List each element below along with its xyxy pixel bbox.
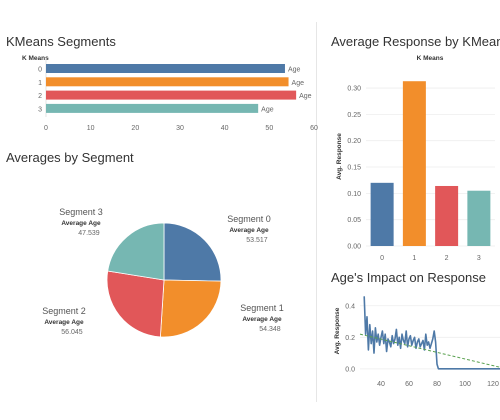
y-tick-label: 0.10 [347,191,361,198]
slice-sub-label: Average Age [61,220,101,227]
y-tick-label: 0.15 [347,165,361,172]
bar [467,190,491,246]
row-label: 1 [38,80,42,87]
x-tick-label: 120 [487,381,499,388]
panel-divider [316,22,317,402]
age-impact-title: Age's Impact on Response [331,270,486,285]
slice-value: 54.348 [259,326,281,333]
x-tick-label: 40 [221,125,229,132]
slice-value: 56.045 [61,329,83,336]
y-axis-title: Avg. Response [336,133,343,180]
averages-by-segment-title: Averages by Segment [6,150,134,165]
slice-name: Segment 3 [59,207,103,217]
kmeans-segments-title: KMeans Segments [6,34,116,49]
bar [46,64,285,73]
column-header: K Means [417,55,444,62]
bar [435,185,459,246]
x-tick-label: 10 [87,125,95,132]
x-tick-label: 0 [44,125,48,132]
x-tick-label: 80 [433,381,441,388]
y-tick-label: 0.30 [347,86,361,93]
x-tick-label: 100 [459,381,471,388]
y-tick-label: 0.2 [345,335,355,342]
y-tick-label: 0.00 [347,244,361,251]
row-header: K Means [22,55,49,62]
row-label: 3 [38,106,42,113]
bar [46,90,297,100]
row-label: 0 [38,67,42,74]
slice-sub-label: Average Age [242,316,282,323]
x-tick-label: 20 [131,125,139,132]
row-label: 2 [38,93,42,100]
bar [402,81,426,246]
pie-slice [107,222,165,281]
slice-sub-label: Average Age [44,319,84,326]
y-tick-label: 0.20 [347,138,361,145]
bar-label: Age [292,80,305,87]
y-tick-label: 0.05 [347,217,361,224]
bar-label: Age [299,93,312,100]
x-tick-label: 3 [477,255,481,262]
pie-slice [159,279,222,338]
slice-name: Segment 2 [42,306,86,316]
avg-response-title: Average Response by KMeans [331,34,500,49]
bar [370,182,394,246]
slice-name: Segment 0 [227,214,271,224]
x-tick-label: 50 [265,125,273,132]
bar-label: Age [261,106,274,113]
x-tick-label: 1 [412,255,416,262]
pie-slice [163,222,222,282]
x-tick-label: 60 [310,125,318,132]
y-tick-label: 0.25 [347,112,361,119]
x-tick-label: 30 [176,125,184,132]
x-tick-label: 0 [380,255,384,262]
slice-value: 53.517 [246,237,268,244]
bar [46,103,259,113]
y-axis-title: Avg. Response [334,307,341,354]
pie-slice [106,270,165,338]
response-line [363,296,500,370]
slice-value: 47.539 [78,230,100,237]
x-tick-label: 2 [445,255,449,262]
bar-label: Age [288,67,301,74]
bar [46,77,289,87]
trend-line [359,333,500,368]
y-tick-label: 0.0 [345,366,355,373]
slice-sub-label: Average Age [229,227,269,234]
x-tick-label: 60 [405,381,413,388]
slice-name: Segment 1 [240,303,284,313]
y-tick-label: 0.4 [345,303,355,310]
x-tick-label: 40 [377,381,385,388]
